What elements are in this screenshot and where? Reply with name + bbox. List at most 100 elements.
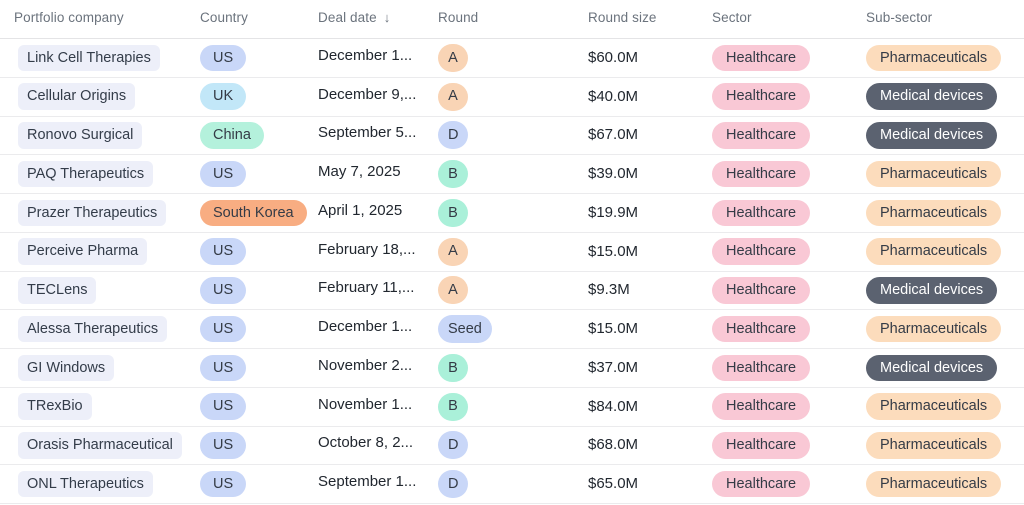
- subsector-pill: Pharmaceuticals: [866, 44, 1002, 72]
- table-body: Link Cell Therapies US December 1... A $…: [0, 39, 1024, 504]
- subsector-pill: Medical devices: [866, 122, 998, 149]
- deal-date-text: December 1...: [318, 318, 413, 336]
- round-size-text: $60.0M: [588, 48, 639, 66]
- round-badge: Seed: [438, 315, 492, 344]
- subsector-pill: Pharmaceuticals: [866, 432, 1002, 459]
- country-pill: China: [200, 122, 264, 149]
- company-pill[interactable]: Perceive Pharma: [18, 238, 148, 265]
- round-size-text: $19.9M: [588, 203, 639, 221]
- deal-date-text: April 1, 2025: [318, 201, 403, 219]
- round-badge: A: [438, 276, 468, 305]
- column-header-round[interactable]: Round: [438, 10, 479, 25]
- sector-pill: Healthcare: [712, 83, 811, 110]
- company-pill[interactable]: GI Windows: [18, 354, 115, 382]
- round-badge: B: [438, 353, 468, 382]
- sector-pill: Healthcare: [712, 122, 811, 149]
- country-pill: US: [200, 354, 247, 382]
- subsector-pill: Pharmaceuticals: [866, 238, 1002, 265]
- table-row[interactable]: PAQ Therapeutics US May 7, 2025 B $39.0M…: [0, 155, 1024, 194]
- deal-date-text: September 5...: [318, 124, 417, 142]
- deal-date-text: December 1...: [318, 46, 413, 64]
- column-header-deal-date[interactable]: Deal date ↓: [318, 10, 438, 25]
- round-badge: A: [438, 43, 468, 72]
- country-pill: US: [200, 393, 247, 420]
- deal-date-text: October 8, 2...: [318, 434, 414, 452]
- sector-pill: Healthcare: [712, 160, 811, 188]
- deal-date-text: December 9,...: [318, 85, 417, 103]
- deal-date-text: February 18,...: [318, 240, 416, 258]
- company-pill[interactable]: Prazer Therapeutics: [18, 199, 167, 227]
- round-size-text: $68.0M: [588, 436, 639, 454]
- sort-descending-icon[interactable]: ↓: [383, 10, 391, 25]
- table-row[interactable]: Link Cell Therapies US December 1... A $…: [0, 39, 1024, 78]
- country-pill: US: [200, 44, 247, 72]
- country-pill: US: [200, 238, 247, 265]
- column-header-round-size[interactable]: Round size: [588, 10, 657, 25]
- round-badge: D: [438, 431, 469, 460]
- subsector-pill: Medical devices: [866, 277, 998, 304]
- country-pill: US: [200, 432, 247, 459]
- company-pill[interactable]: ONL Therapeutics: [18, 470, 153, 498]
- country-pill: US: [200, 160, 247, 188]
- table-row[interactable]: Cellular Origins UK December 9,... A $40…: [0, 77, 1024, 117]
- round-badge: A: [438, 82, 468, 111]
- subsector-pill: Pharmaceuticals: [866, 199, 1002, 227]
- round-size-text: $40.0M: [588, 87, 639, 105]
- table-row[interactable]: Alessa Therapeutics US December 1... See…: [0, 310, 1024, 349]
- table-row[interactable]: Perceive Pharma US February 18,... A $15…: [0, 232, 1024, 272]
- sector-pill: Healthcare: [712, 393, 811, 420]
- subsector-pill: Pharmaceuticals: [866, 470, 1002, 498]
- round-size-text: $84.0M: [588, 397, 639, 415]
- column-header-portfolio-company[interactable]: Portfolio company: [14, 10, 124, 25]
- table-row[interactable]: ONL Therapeutics US September 1... D $65…: [0, 465, 1024, 504]
- sector-pill: Healthcare: [712, 470, 811, 498]
- round-badge: B: [438, 198, 468, 227]
- round-size-text: $39.0M: [588, 165, 639, 183]
- deal-date-text: February 11,...: [318, 279, 415, 297]
- subsector-pill: Medical devices: [866, 354, 998, 382]
- sector-pill: Healthcare: [712, 199, 811, 227]
- country-pill: US: [200, 470, 247, 498]
- country-pill: South Korea: [200, 199, 307, 227]
- company-pill[interactable]: TRexBio: [18, 393, 92, 420]
- sector-pill: Healthcare: [712, 315, 811, 343]
- company-pill[interactable]: PAQ Therapeutics: [18, 160, 154, 188]
- company-pill[interactable]: Alessa Therapeutics: [18, 315, 168, 343]
- table-header-row: Portfolio company Country Deal date ↓ Rou…: [0, 0, 1024, 39]
- round-size-text: $15.0M: [588, 242, 639, 260]
- deal-date-text: September 1...: [318, 473, 417, 491]
- table-row[interactable]: GI Windows US November 2... B $37.0M Hea…: [0, 349, 1024, 388]
- table-row[interactable]: Prazer Therapeutics South Korea April 1,…: [0, 194, 1024, 233]
- round-size-text: $9.3M: [588, 281, 630, 299]
- company-pill[interactable]: Link Cell Therapies: [18, 44, 160, 72]
- column-header-sector[interactable]: Sector: [712, 10, 752, 25]
- column-header-deal-date-label: Deal date: [318, 10, 377, 25]
- country-pill: UK: [200, 83, 247, 110]
- sector-pill: Healthcare: [712, 238, 811, 265]
- table-row[interactable]: Ronovo Surgical China September 5... D $…: [0, 116, 1024, 156]
- column-header-country[interactable]: Country: [200, 10, 248, 25]
- round-size-text: $15.0M: [588, 320, 639, 338]
- company-pill[interactable]: Orasis Pharmaceutical: [18, 432, 182, 459]
- round-badge: B: [438, 392, 468, 421]
- deal-date-text: November 1...: [318, 395, 413, 413]
- round-badge: B: [438, 160, 468, 189]
- subsector-pill: Pharmaceuticals: [866, 315, 1002, 343]
- table-row[interactable]: TECLens US February 11,... A $9.3M Healt…: [0, 271, 1024, 311]
- deal-date-text: November 2...: [318, 356, 413, 374]
- company-pill[interactable]: Cellular Origins: [18, 83, 136, 110]
- company-pill[interactable]: TECLens: [18, 277, 97, 304]
- sector-pill: Healthcare: [712, 354, 811, 382]
- table-row[interactable]: TRexBio US November 1... B $84.0M Health…: [0, 387, 1024, 427]
- round-badge: A: [438, 237, 468, 266]
- round-size-text: $65.0M: [588, 475, 639, 493]
- table-row[interactable]: Orasis Pharmaceutical US October 8, 2...…: [0, 426, 1024, 466]
- deal-date-text: May 7, 2025: [318, 163, 401, 181]
- round-size-text: $67.0M: [588, 126, 639, 144]
- column-header-sub-sector[interactable]: Sub-sector: [866, 10, 933, 25]
- company-pill[interactable]: Ronovo Surgical: [18, 122, 143, 149]
- subsector-pill: Pharmaceuticals: [866, 393, 1002, 420]
- round-badge: D: [438, 470, 469, 499]
- sector-pill: Healthcare: [712, 44, 811, 72]
